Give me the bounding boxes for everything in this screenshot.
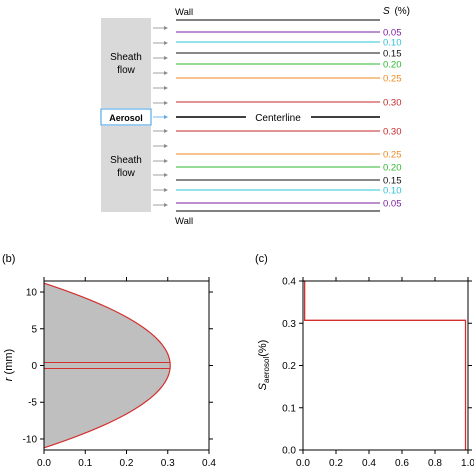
sheath-label-lower-1: Sheath — [110, 155, 142, 166]
panel-c-plot — [303, 280, 467, 450]
panel-c-y-unit: (%) — [257, 340, 269, 357]
panel-c-y-ticks: 0.0 0.1 0.2 0.3 0.4 — [282, 277, 472, 457]
s-header: S (%) — [383, 6, 410, 17]
panel-c-x-ticks: 0.0 0.2 0.4 0.6 0.8 1.0 — [296, 277, 474, 469]
wall-bottom-label: Wall — [175, 216, 193, 227]
aerosol-label: Aerosol — [109, 113, 143, 123]
flow-arrow-head-9 — [164, 159, 168, 163]
panel-b-y-symbol: r — [3, 376, 15, 381]
panel-c-x-tick-label-2: 0.4 — [362, 458, 376, 469]
upper-contour-label-0: 0.05 — [383, 28, 402, 39]
flow-arrow-head-0 — [164, 26, 168, 30]
flow-arrow-head-2 — [164, 56, 168, 60]
s-header-unit: (%) — [394, 6, 410, 17]
panel-c-y-tick-label-2: 0.2 — [282, 361, 296, 372]
flow-arrow-head-6 — [164, 115, 168, 119]
panel-b-y-ticks: -10 -5 0 5 10 — [23, 288, 213, 445]
lower-contour-label-1: 0.25 — [383, 150, 402, 161]
flow-arrow-head-5 — [164, 101, 168, 105]
aerosol-s-distribution-line — [303, 280, 467, 450]
centerline-label: Centerline — [255, 113, 301, 124]
panel-b-y-unit: (mm) — [3, 349, 15, 378]
upper-contour-label-1: 0.10 — [383, 38, 402, 49]
flow-arrow-head-8 — [164, 144, 168, 148]
lower-contour-label-3: 0.15 — [383, 176, 402, 187]
upper-contour-label-2: 0.15 — [383, 49, 402, 60]
lower-contour-label-2: 0.20 — [383, 163, 402, 174]
profile-curve — [43, 282, 171, 449]
panel-c-y-tick-label-4: 0.4 — [282, 277, 296, 288]
flow-arrow-head-4 — [164, 86, 168, 90]
panel-b-x-tick-label-4: 0.4 — [202, 458, 216, 469]
panel-b: (b) 0.0 0.1 0.2 0.3 0.4 -10 -5 0 5 10 r (mm) — [2, 253, 216, 469]
flow-arrow-head-3 — [164, 71, 168, 75]
lower-contour-label-0: 0.30 — [383, 127, 402, 138]
panel-b-y-tick-label-4: 10 — [26, 288, 38, 299]
flow-arrows — [153, 26, 168, 207]
supersaturation-contours: 0.050.100.150.200.250.300.300.250.200.15… — [176, 28, 402, 210]
panel-c-x-tick-label-5: 1.0 — [461, 458, 474, 469]
aerosol-box — [100, 108, 152, 126]
upper-contour-label-3: 0.20 — [383, 60, 402, 71]
panel-b-x-tick-label-1: 0.1 — [78, 458, 92, 469]
panel-b-x-ticks: 0.0 0.1 0.2 0.3 0.4 — [37, 277, 216, 469]
lower-contour-label-5: 0.05 — [383, 199, 402, 210]
panel-b-y-axis-label: r (mm) — [3, 349, 15, 381]
panel-b-label: (b) — [2, 253, 15, 265]
panel-b-x-tick-label-2: 0.2 — [120, 458, 134, 469]
upper-contour-label-4: 0.25 — [383, 74, 402, 85]
panel-b-x-tick-label-3: 0.3 — [161, 458, 175, 469]
panel-c-frame — [302, 280, 469, 451]
sheath-label-upper-1: Sheath — [110, 52, 142, 63]
panel-c-y-tick-label-0: 0.0 — [282, 446, 296, 457]
panel-c-label: (c) — [255, 253, 268, 265]
panel-c-x-tick-label-1: 0.2 — [329, 458, 343, 469]
flow-arrow-head-7 — [164, 129, 168, 133]
sheath-box-lower — [101, 126, 151, 212]
panel-b-y-tick-label-2: 0 — [31, 361, 37, 372]
panel-c-y-axis-label: Saerosol(%) — [257, 340, 271, 391]
wall-top-label: Wall — [175, 7, 193, 18]
panel-b-y-tick-label-3: 5 — [31, 324, 37, 335]
panel-c-x-tick-label-4: 0.8 — [428, 458, 442, 469]
schematic-panel: Sheath flow Sheath flow Aerosol Wall Wal… — [100, 6, 410, 227]
flow-arrow-head-1 — [164, 41, 168, 45]
sheath-label-upper-2: flow — [117, 65, 136, 76]
upper-contour-label-5: 0.30 — [383, 98, 402, 109]
sheath-label-lower-2: flow — [117, 168, 136, 179]
panel-c-y-symbol: S — [257, 382, 269, 390]
sheath-box-upper — [101, 18, 151, 108]
panel-b-y-tick-label-0: -10 — [23, 434, 38, 445]
panel-c-y-tick-label-1: 0.1 — [282, 403, 296, 414]
panel-c-x-tick-label-0: 0.0 — [296, 458, 310, 469]
flow-arrow-head-12 — [164, 203, 168, 207]
panel-b-plot — [43, 282, 171, 449]
lower-contour-label-4: 0.10 — [383, 186, 402, 197]
panel-c-x-tick-label-3: 0.6 — [395, 458, 409, 469]
flow-arrow-head-11 — [164, 188, 168, 192]
panel-b-y-tick-label-1: -5 — [28, 398, 37, 409]
panel-c-y-sub: aerosol — [262, 357, 271, 383]
panel-c-y-tick-label-3: 0.3 — [282, 319, 296, 330]
panel-b-x-tick-label-0: 0.0 — [37, 458, 51, 469]
flow-arrow-head-10 — [164, 173, 168, 177]
panel-c: (c) 0.0 0.2 0.4 0.6 0.8 1.0 0.0 0.1 0.2 0.3 0.4 S… — [255, 253, 474, 469]
s-header-symbol: S — [383, 6, 390, 17]
